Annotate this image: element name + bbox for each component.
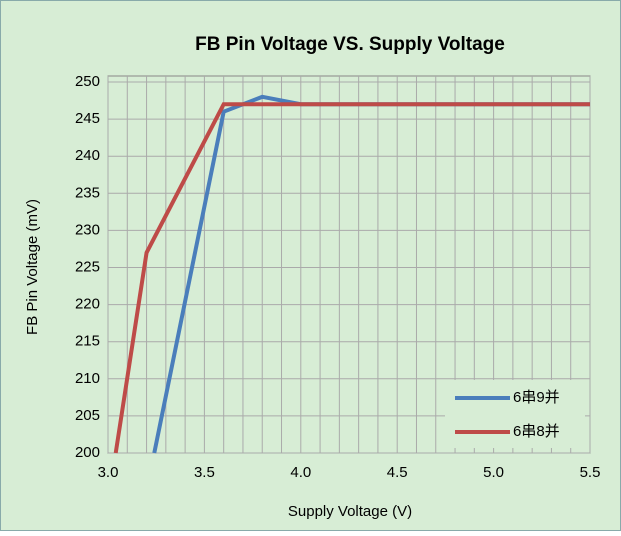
x-tick-label: 3.0 (98, 464, 119, 481)
x-tick-label: 4.0 (290, 464, 311, 481)
y-tick-label: 245 (75, 110, 100, 127)
chart-title: FB Pin Voltage VS. Supply Voltage (195, 34, 505, 55)
y-axis-label: FB Pin Voltage (mV) (24, 199, 41, 335)
y-tick-label: 215 (75, 333, 100, 350)
y-tick-label: 235 (75, 184, 100, 201)
legend-label: 6串8并 (513, 423, 560, 440)
x-tick-label: 4.5 (387, 464, 408, 481)
y-tick-label: 210 (75, 370, 100, 387)
x-tick-label: 5.0 (483, 464, 504, 481)
x-axis-label: Supply Voltage (V) (288, 503, 412, 520)
x-tick-label: 3.5 (194, 464, 215, 481)
y-tick-label: 220 (75, 296, 100, 313)
legend-box (445, 380, 585, 448)
y-tick-label: 250 (75, 73, 100, 90)
legend-label: 6串9并 (513, 389, 560, 406)
y-tick-label: 230 (75, 221, 100, 238)
series-line (113, 102, 590, 454)
y-tick-label: 225 (75, 258, 100, 275)
x-tick-label: 5.5 (580, 464, 601, 481)
y-tick-label: 205 (75, 407, 100, 424)
y-tick-label: 240 (75, 147, 100, 164)
y-tick-label: 200 (75, 444, 100, 461)
